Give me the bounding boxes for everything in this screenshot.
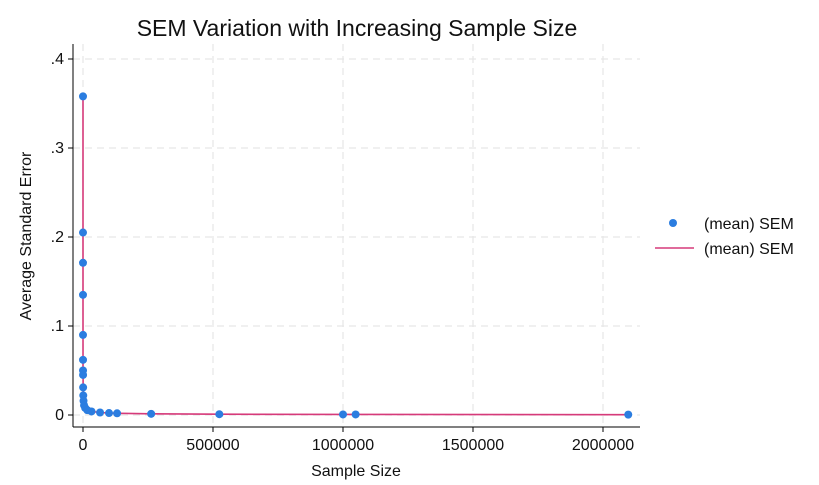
axes <box>68 44 640 432</box>
x-tick-label: 0 <box>79 437 88 454</box>
x-tick-label: 1500000 <box>442 437 504 454</box>
legend-marker-symbol <box>669 219 677 227</box>
sem-data-point <box>79 228 87 237</box>
sem-data-point <box>79 383 88 392</box>
legend-label-line: (mean) SEM <box>704 241 794 258</box>
x-tick-labels: 0 500000 1000000 1500000 2000000 <box>79 437 635 454</box>
sem-data-point <box>105 409 113 418</box>
sem-data-point <box>215 410 224 419</box>
y-tick-label: 0 <box>55 407 64 424</box>
sem-data-point <box>79 290 87 299</box>
x-tick-label: 2000000 <box>572 437 634 454</box>
sem-data-point <box>87 407 96 416</box>
x-axis-label: Sample Size <box>311 463 401 480</box>
sem-data-point <box>113 409 122 418</box>
y-tick-label: .1 <box>51 318 64 335</box>
sem-line <box>82 96 629 416</box>
sem-data-point <box>351 410 360 419</box>
y-axis-label: Average Standard Error <box>18 151 35 320</box>
chart-title: SEM Variation with Increasing Sample Siz… <box>137 15 578 41</box>
legend-label-marker: (mean) SEM <box>704 216 794 233</box>
sem-data-point <box>147 409 156 418</box>
legend: (mean) SEM (mean) SEM <box>655 216 794 258</box>
x-tick-label: 1000000 <box>312 437 374 454</box>
y-tick-label: .4 <box>51 51 64 68</box>
sem-data-point <box>339 410 347 419</box>
x-tick-label: 500000 <box>186 437 239 454</box>
sem-data-point <box>624 410 633 419</box>
sem-line-series <box>82 96 629 416</box>
sem-data-point <box>79 92 87 101</box>
sem-scatter-series <box>79 92 633 419</box>
sem-data-point <box>79 355 88 364</box>
sem-data-point <box>79 258 87 267</box>
sem-data-point <box>79 330 88 339</box>
sem-data-point <box>96 408 105 417</box>
sem-data-point <box>79 370 88 379</box>
grid-lines <box>73 44 640 427</box>
y-tick-label: .2 <box>51 229 64 246</box>
y-tick-labels: 0 .1 .2 .3 .4 <box>51 51 64 424</box>
y-tick-label: .3 <box>51 140 64 157</box>
